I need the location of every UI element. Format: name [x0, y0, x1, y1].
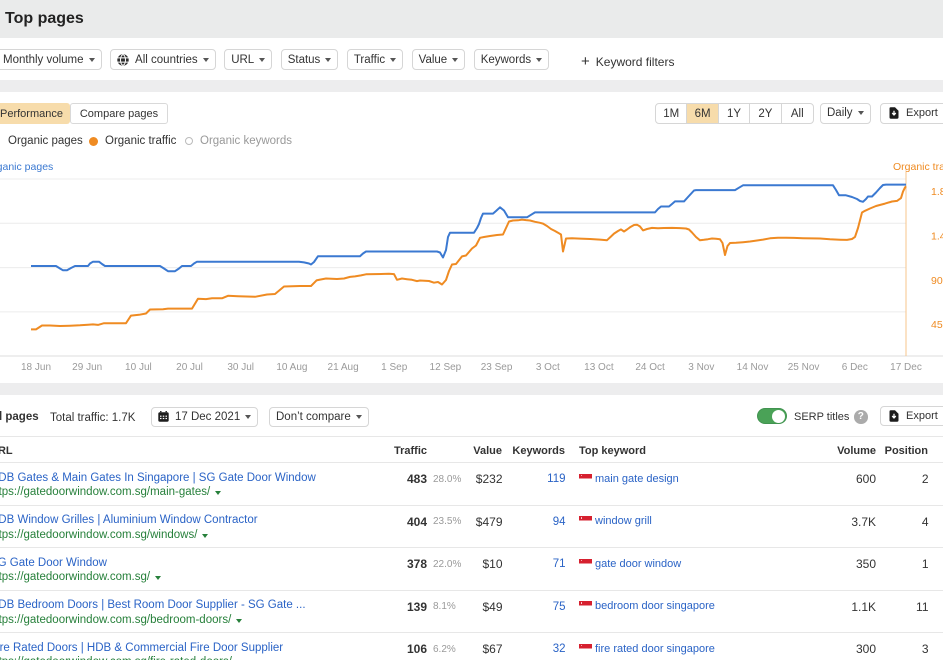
svg-text:6 Dec: 6 Dec [842, 362, 868, 373]
svg-text:Organic pages: Organic pages [0, 161, 53, 173]
svg-text:1.4K: 1.4K [931, 231, 943, 243]
svg-text:30 Jul: 30 Jul [227, 362, 254, 373]
svg-text:17 Dec: 17 Dec [890, 362, 922, 373]
svg-text:18 Jun: 18 Jun [21, 362, 51, 373]
svg-text:13 Oct: 13 Oct [584, 362, 614, 373]
svg-text:1.8K: 1.8K [931, 186, 943, 198]
svg-text:900: 900 [931, 275, 943, 287]
svg-text:450: 450 [931, 319, 943, 331]
svg-text:21 Aug: 21 Aug [328, 362, 359, 373]
svg-text:29 Jun: 29 Jun [72, 362, 102, 373]
svg-text:20 Jul: 20 Jul [176, 362, 203, 373]
svg-text:14 Nov: 14 Nov [737, 362, 769, 373]
svg-text:23 Sep: 23 Sep [481, 362, 513, 373]
svg-text:24 Oct: 24 Oct [635, 362, 665, 373]
svg-text:1 Sep: 1 Sep [381, 362, 408, 373]
svg-text:3 Nov: 3 Nov [688, 362, 714, 373]
svg-text:10 Aug: 10 Aug [276, 362, 307, 373]
svg-text:3 Oct: 3 Oct [536, 362, 560, 373]
svg-text:10 Jul: 10 Jul [125, 362, 152, 373]
svg-text:25 Nov: 25 Nov [788, 362, 820, 373]
svg-text:12 Sep: 12 Sep [430, 362, 462, 373]
svg-text:Organic traffic: Organic traffic [893, 161, 943, 173]
